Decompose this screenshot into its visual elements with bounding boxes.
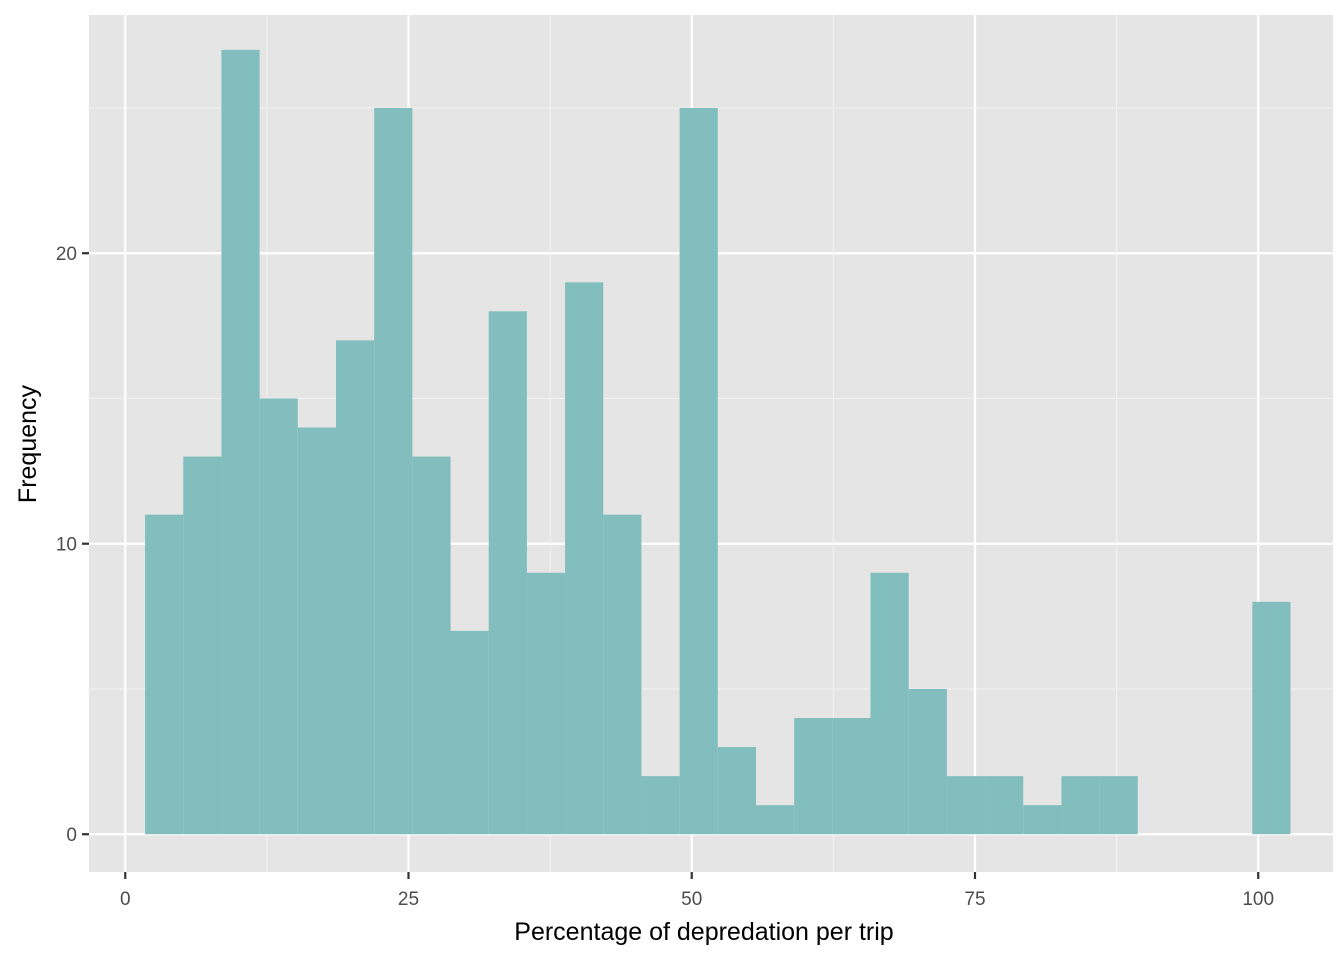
histogram-bar xyxy=(946,776,986,835)
y-tick-label: 10 xyxy=(56,535,77,556)
histogram-bar xyxy=(985,776,1024,835)
y-axis: 0 10 20 xyxy=(56,244,89,846)
histogram-bar xyxy=(259,398,298,835)
histogram-bars xyxy=(145,49,1291,835)
histogram-bar xyxy=(450,630,489,835)
x-tick-label: 0 xyxy=(120,889,131,910)
histogram-bar xyxy=(183,456,222,835)
histogram-bar xyxy=(908,688,947,835)
histogram-bar xyxy=(565,282,604,835)
x-tick-label: 50 xyxy=(681,889,702,910)
histogram-bar xyxy=(1023,805,1062,835)
y-axis-title: Frequency xyxy=(14,384,42,503)
histogram-bar xyxy=(145,514,184,835)
y-tick-label: 0 xyxy=(66,825,77,846)
histogram-bar xyxy=(374,107,413,835)
histogram-bar xyxy=(679,107,718,835)
histogram-bar xyxy=(335,340,375,835)
x-axis-title: Percentage of depredation per trip xyxy=(514,918,893,946)
histogram-bar xyxy=(1099,776,1138,835)
histogram-bar xyxy=(1252,601,1291,835)
histogram-bar xyxy=(297,427,336,835)
x-tick-label: 75 xyxy=(964,889,985,910)
histogram-bar xyxy=(832,718,871,835)
x-tick-label: 25 xyxy=(398,889,419,910)
histogram-bar xyxy=(603,514,642,835)
histogram-bar xyxy=(412,456,451,835)
x-tick-label: 100 xyxy=(1242,889,1274,910)
histogram-bar xyxy=(717,747,756,835)
histogram-bar xyxy=(488,311,527,835)
histogram-bar xyxy=(526,572,566,835)
y-tick-label: 20 xyxy=(56,244,77,265)
histogram-bar xyxy=(221,49,260,835)
histogram-bar xyxy=(1061,776,1100,835)
histogram-bar xyxy=(755,805,795,835)
x-axis: 0 25 50 75 100 xyxy=(120,872,1274,910)
histogram-bar xyxy=(870,572,909,835)
histogram-bar xyxy=(794,718,833,835)
histogram-bar xyxy=(641,776,680,835)
